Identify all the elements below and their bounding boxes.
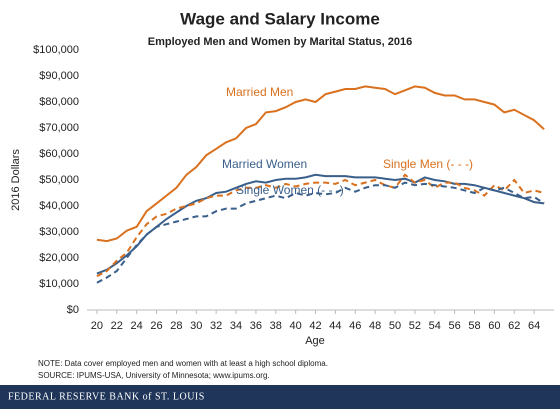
x-tick-label: 46: [349, 320, 361, 332]
chart-title: Wage and Salary Income: [180, 9, 380, 28]
x-tick-label: 36: [250, 320, 262, 332]
x-tick-label: 22: [111, 320, 123, 332]
x-tick-label: 50: [389, 320, 401, 332]
y-tick-label: $20,000: [39, 252, 79, 264]
x-tick-label: 56: [449, 320, 461, 332]
x-tick-label: 20: [91, 320, 103, 332]
chart-subtitle: Employed Men and Women by Marital Status…: [148, 36, 412, 48]
series-label: Single Men (- - -): [383, 157, 473, 171]
y-tick-label: $80,000: [39, 96, 79, 108]
series-line: [96, 173, 545, 278]
y-tick-label: $30,000: [39, 226, 79, 238]
y-axis-label: 2016 Dollars: [10, 149, 22, 211]
x-tick-label: 34: [230, 320, 242, 332]
footer: FEDERAL RESERVE BANK of ST. LOUIS: [8, 391, 205, 402]
x-tick-label: 52: [409, 320, 421, 332]
series-label: Single Women (- - -): [236, 183, 344, 197]
y-tick-label: $60,000: [39, 148, 79, 160]
x-tick-label: 54: [429, 320, 441, 332]
y-tick-label: $10,000: [39, 278, 79, 290]
x-tick-label: 32: [210, 320, 222, 332]
x-tick-label: 44: [329, 320, 341, 332]
y-tick-label: $90,000: [39, 70, 79, 82]
x-tick-label: 40: [290, 320, 302, 332]
x-axis-label: Age: [305, 335, 325, 347]
x-tick-label: 26: [150, 320, 162, 332]
x-tick-label: 62: [508, 320, 520, 332]
series-line: [96, 85, 545, 243]
series-line: [96, 173, 545, 275]
y-tick-label: $100,000: [33, 44, 79, 56]
x-tick-label: 64: [528, 320, 540, 332]
x-tick-label: 42: [309, 320, 321, 332]
y-tick-label: $40,000: [39, 200, 79, 212]
x-tick-label: 48: [369, 320, 381, 332]
series-label: Married Men: [226, 85, 293, 99]
note: NOTE: Data cover employed men and women …: [38, 359, 328, 368]
series-line: [96, 181, 545, 284]
x-tick-label: 24: [131, 320, 143, 332]
x-tick-label: 58: [468, 320, 480, 332]
footer-band: [0, 385, 560, 409]
x-tick-label: 60: [488, 320, 500, 332]
series-label: Married Women: [222, 157, 307, 171]
y-tick-label: $0: [67, 304, 79, 316]
y-tick-label: $50,000: [39, 174, 79, 186]
y-tick-label: $70,000: [39, 122, 79, 134]
note: SOURCE: IPUMS-USA, University of Minneso…: [38, 371, 270, 380]
x-tick-label: 30: [190, 320, 202, 332]
x-tick-label: 28: [170, 320, 182, 332]
x-tick-label: 38: [270, 320, 282, 332]
